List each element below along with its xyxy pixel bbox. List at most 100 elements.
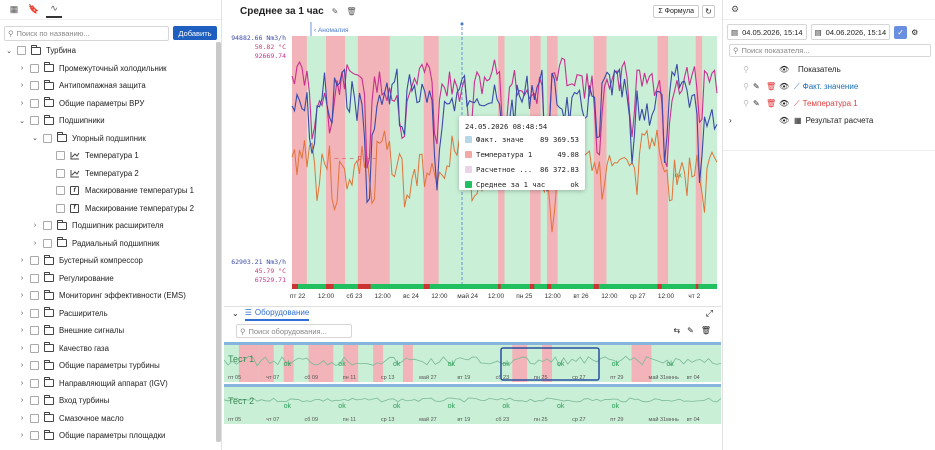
- tree-checkbox[interactable]: [30, 431, 39, 441]
- chevron-down-icon[interactable]: ⌄: [19, 117, 25, 125]
- equipment-timeline[interactable]: Тест 1 ok ok ok ok ok ok ok ok пт 05 чт 07 сб 09 пн …: [224, 340, 721, 424]
- chevron-right-icon[interactable]: ›: [20, 379, 24, 387]
- scroll-thumb[interactable]: [216, 42, 221, 442]
- trash-icon[interactable]: 🗑: [700, 326, 711, 335]
- tree-checkbox[interactable]: [30, 378, 39, 388]
- chevron-right-icon[interactable]: ›: [33, 222, 37, 230]
- add-button[interactable]: Добавить: [173, 26, 217, 40]
- chevron-right-icon[interactable]: ›: [20, 99, 24, 107]
- tree-checkbox[interactable]: [30, 291, 39, 301]
- tree-checkbox[interactable]: [56, 151, 65, 161]
- tree-item[interactable]: ⌄ Подшипники: [0, 112, 215, 130]
- expand-icon[interactable]: ⤢: [705, 308, 713, 318]
- trash-icon[interactable]: 🗑: [766, 99, 777, 108]
- tree-item[interactable]: › Радиальный подшипник: [0, 235, 215, 253]
- apply-check-icon[interactable]: ✓: [894, 25, 908, 39]
- tree-checkbox[interactable]: [30, 413, 39, 423]
- tree-item[interactable]: › Расширитель: [0, 305, 215, 323]
- tree-item[interactable]: › Регулирование: [0, 270, 215, 288]
- tree-checkbox[interactable]: [30, 81, 39, 91]
- tree-search-input[interactable]: ⚲ Поиск по названию...: [4, 25, 169, 41]
- tree-checkbox[interactable]: [30, 343, 39, 353]
- tree-item[interactable]: › Бустерный компрессор: [0, 252, 215, 270]
- tree-checkbox[interactable]: [30, 63, 39, 73]
- chevron-right-icon[interactable]: ›: [729, 116, 732, 125]
- tree-item[interactable]: f Маскирование температуры 2: [0, 200, 215, 218]
- chevron-right-icon[interactable]: ›: [20, 292, 24, 300]
- chevron-right-icon[interactable]: ›: [20, 327, 24, 335]
- grid-icon[interactable]: ▦: [9, 4, 19, 14]
- date-from-field[interactable]: ▤ 04.05.2026, 15:14: [727, 24, 807, 40]
- indicator-row[interactable]: ⚲ 👁 Показатель: [729, 61, 931, 78]
- tree-checkbox[interactable]: [56, 186, 65, 196]
- tree-item[interactable]: › Качество газа: [0, 340, 215, 358]
- chevron-right-icon[interactable]: ›: [33, 239, 37, 247]
- indicator-row[interactable]: › 👁 ▦ Результат расчета: [729, 112, 931, 129]
- equipment-search-input[interactable]: ⚲ Поиск оборудования...: [236, 324, 352, 338]
- tree-item[interactable]: ⌄ Турбина: [0, 42, 215, 60]
- eye-icon[interactable]: 👁: [779, 116, 790, 125]
- anomaly-label[interactable]: ‹ Аномалия: [314, 27, 349, 34]
- gear-icon[interactable]: ⚙: [911, 27, 919, 37]
- pin-icon[interactable]: ⚲: [743, 99, 749, 108]
- tree-checkbox[interactable]: [56, 168, 65, 178]
- indicator-row[interactable]: ⚲ ✎ 🗑 👁 ⟋ Факт. значение: [729, 78, 931, 95]
- chevron-right-icon[interactable]: ›: [20, 257, 24, 265]
- eye-icon[interactable]: 👁: [779, 65, 790, 74]
- tree-item[interactable]: Температура 1: [0, 147, 215, 165]
- chevron-right-icon[interactable]: ›: [20, 82, 24, 90]
- refresh-icon[interactable]: ↻: [702, 5, 715, 18]
- tree-item[interactable]: f Маскирование температуры 1: [0, 182, 215, 200]
- tree-checkbox[interactable]: [30, 396, 39, 406]
- tree-checkbox[interactable]: [43, 221, 52, 231]
- edit-icon[interactable]: ✎: [687, 326, 694, 335]
- tree-item[interactable]: ⌄ Упорный подшипник: [0, 130, 215, 148]
- tree-item[interactable]: › Антипомпажная защита: [0, 77, 215, 95]
- sort-icon[interactable]: ⇆: [673, 326, 681, 335]
- collapse-icon[interactable]: ⌄: [232, 309, 239, 318]
- tree-item[interactable]: › Мониторинг эффективности (EMS): [0, 287, 215, 305]
- eye-icon[interactable]: 👁: [779, 82, 790, 91]
- tree-item[interactable]: › Вход турбины: [0, 392, 215, 410]
- tree-scrollbar[interactable]: [216, 42, 221, 442]
- chevron-right-icon[interactable]: ›: [20, 432, 24, 440]
- edit-icon[interactable]: ✎: [331, 6, 339, 16]
- chevron-right-icon[interactable]: ›: [20, 344, 24, 352]
- date-to-field[interactable]: ▤ 04.06.2026, 15:14: [810, 24, 891, 40]
- tree-item[interactable]: › Подшипник расширителя: [0, 217, 215, 235]
- tree-checkbox[interactable]: [30, 98, 39, 108]
- tree-item[interactable]: › Общие параметры турбины: [0, 357, 215, 375]
- chevron-right-icon[interactable]: ›: [20, 64, 24, 72]
- tree-item[interactable]: › Общие параметры площадки: [0, 427, 215, 445]
- tab-equipment[interactable]: ☰ Оборудование: [244, 307, 310, 321]
- trash-icon[interactable]: 🗑: [346, 6, 357, 16]
- formula-button[interactable]: Σ Формула: [653, 5, 699, 18]
- pin-icon[interactable]: ⚲: [743, 65, 749, 74]
- pin-icon[interactable]: ⚲: [743, 82, 749, 91]
- chevron-down-icon[interactable]: ⌄: [6, 47, 12, 55]
- tree-checkbox[interactable]: [30, 116, 39, 126]
- pencil-icon[interactable]: ✎: [753, 82, 760, 91]
- chevron-down-icon[interactable]: ⌄: [32, 135, 38, 143]
- chevron-right-icon[interactable]: ›: [20, 362, 24, 370]
- tree-item[interactable]: › Промежуточный холодильник: [0, 60, 215, 78]
- tree-item[interactable]: › Направляющий аппарат (IGV): [0, 375, 215, 393]
- tree-item[interactable]: › Общие параметры ВРУ: [0, 95, 215, 113]
- eye-icon[interactable]: 👁: [779, 99, 790, 108]
- tree-checkbox[interactable]: [43, 238, 52, 248]
- chevron-right-icon[interactable]: ›: [20, 309, 24, 317]
- pencil-icon[interactable]: ✎: [753, 99, 760, 108]
- indicator-row[interactable]: ⚲ ✎ 🗑 👁 ⟋ Температура 1: [729, 95, 931, 112]
- trash-icon[interactable]: 🗑: [766, 82, 777, 91]
- tree-item[interactable]: › Внешние сигналы: [0, 322, 215, 340]
- tree-checkbox[interactable]: [30, 256, 39, 266]
- settings-icon[interactable]: ⚙: [730, 4, 740, 14]
- tree-checkbox[interactable]: [30, 326, 39, 336]
- tree-item[interactable]: › Смазочное масло: [0, 410, 215, 428]
- tree-checkbox[interactable]: [30, 308, 39, 318]
- tree-checkbox[interactable]: [56, 203, 65, 213]
- chevron-right-icon[interactable]: ›: [20, 274, 24, 282]
- pulse-icon[interactable]: ∿: [46, 2, 62, 18]
- indicator-search-input[interactable]: ⚲ Поиск показателя...: [729, 44, 931, 57]
- selection-window[interactable]: [500, 347, 600, 381]
